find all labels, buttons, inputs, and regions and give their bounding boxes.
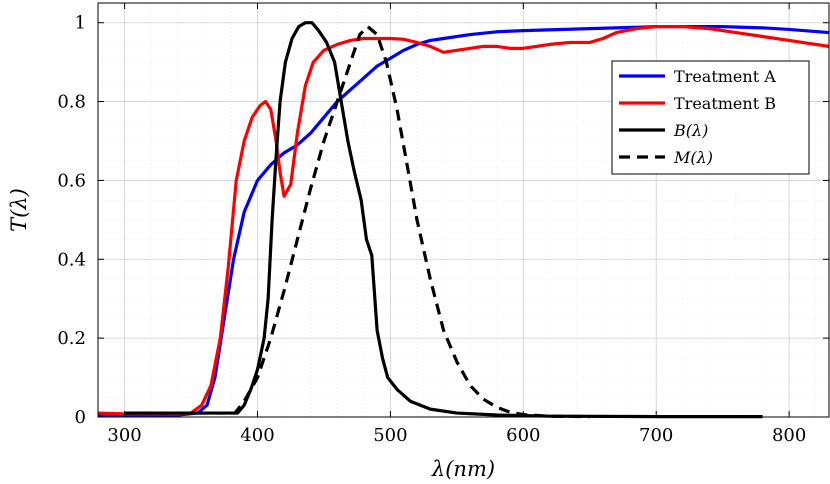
y-tick-label: 0.4 (57, 249, 86, 270)
series-lines (98, 21, 829, 419)
x-tick-label: 800 (772, 425, 806, 446)
x-tick-label: 300 (107, 425, 141, 446)
y-tick-label: 0 (75, 407, 86, 428)
series-line-1 (98, 25, 829, 417)
legend-label: M(λ) (673, 148, 713, 167)
x-tick-label: 600 (506, 425, 540, 446)
x-tick-label: 700 (639, 425, 673, 446)
axis-ticks (98, 3, 829, 418)
x-tick-label: 500 (373, 425, 407, 446)
series-line-4 (124, 25, 590, 419)
series-line-2 (98, 25, 829, 416)
y-tick-label: 0.6 (57, 170, 86, 191)
y-tick-label: 0.8 (57, 92, 86, 113)
plot-frame (97, 2, 830, 418)
x-axis-label: λ(nm) (431, 457, 495, 481)
legend-box (611, 60, 810, 175)
tick-labels: 300 400 500 600 700 800 0 0.2 0.4 0.6 0.8 1 (57, 13, 806, 446)
legend: Treatment A Treatment B B(λ) M(λ) (611, 60, 810, 175)
y-axis-label: T(λ) (7, 188, 31, 232)
y-tick-label: 0.2 (57, 328, 86, 349)
legend-label: B(λ) (673, 121, 708, 140)
legend-label: Treatment B (674, 94, 776, 113)
x-tick-label: 400 (240, 425, 274, 446)
y-tick-label: 1 (75, 13, 86, 34)
legend-label: Treatment A (674, 67, 776, 86)
